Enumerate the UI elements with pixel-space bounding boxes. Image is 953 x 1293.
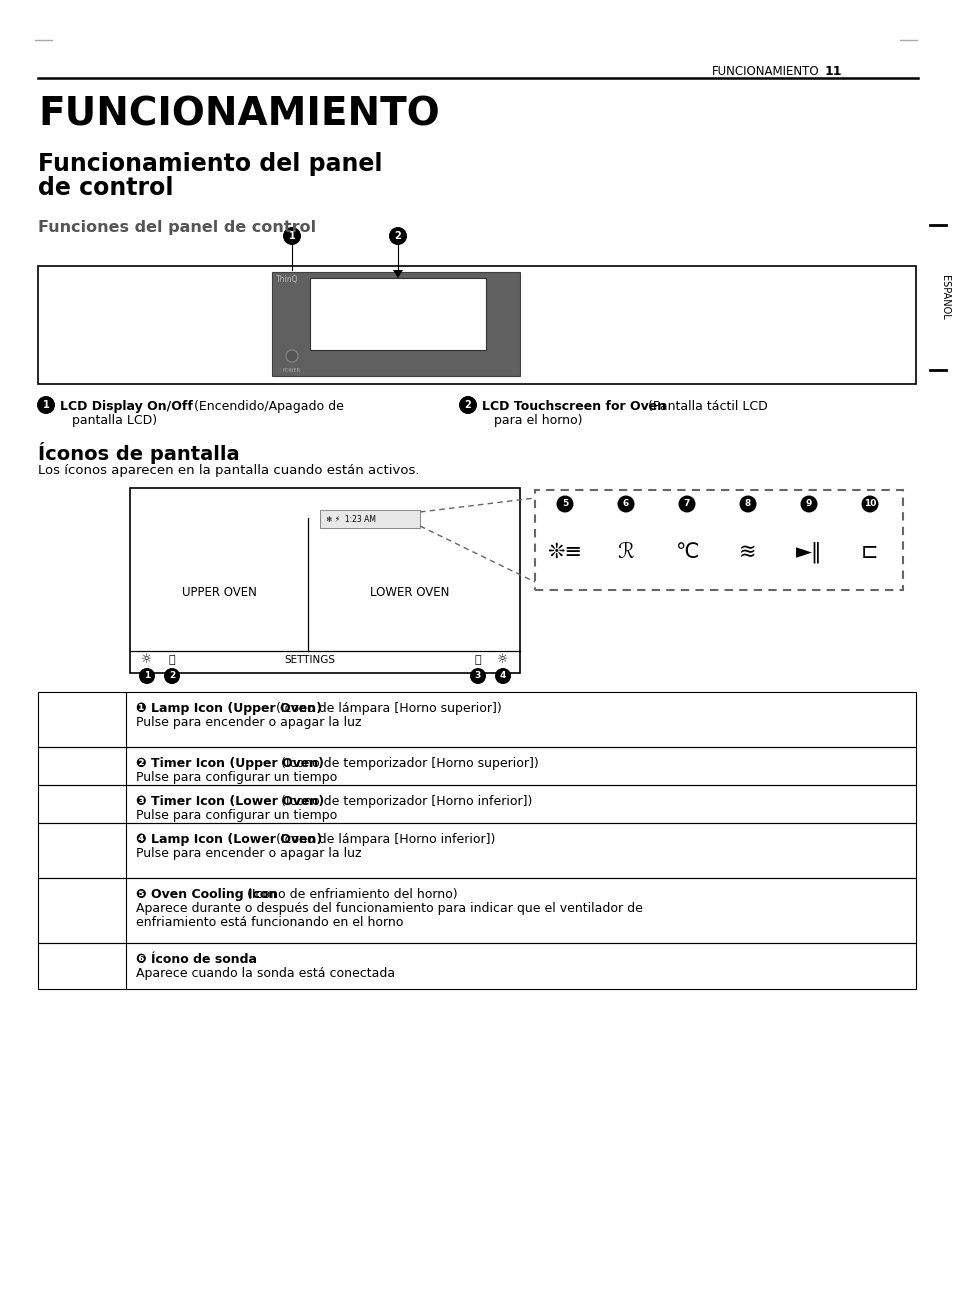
Circle shape [800, 495, 817, 512]
Circle shape [283, 228, 301, 244]
Text: (Icono de temporizador [Horno inferior]): (Icono de temporizador [Horno inferior]) [277, 795, 532, 808]
Text: ≋: ≋ [739, 542, 756, 562]
Text: Funciones del panel de control: Funciones del panel de control [38, 220, 315, 235]
Bar [272, 272, 519, 376]
Text: FUNCIONAMIENTO: FUNCIONAMIENTO [712, 65, 820, 78]
Text: (Icono de lámpara [Horno superior]): (Icono de lámpara [Horno superior]) [272, 702, 501, 715]
Bar [38, 824, 915, 878]
Text: ►‖: ►‖ [795, 542, 821, 562]
Text: (Icono de enfriamiento del horno): (Icono de enfriamiento del horno) [243, 888, 457, 901]
Text: ❄ ⚡  1:23 AM: ❄ ⚡ 1:23 AM [326, 515, 375, 524]
Circle shape [861, 495, 878, 512]
Text: UPPER OVEN: UPPER OVEN [181, 587, 256, 600]
Text: ThinQ: ThinQ [275, 275, 298, 284]
Bar [310, 278, 485, 350]
Text: Pulse para configurar un tiempo: Pulse para configurar un tiempo [136, 809, 337, 822]
Text: (Icono de lámpara [Horno inferior]): (Icono de lámpara [Horno inferior]) [272, 833, 495, 846]
Circle shape [556, 495, 573, 512]
Text: 5: 5 [561, 499, 568, 508]
Text: LOWER OVEN: LOWER OVEN [370, 587, 449, 600]
Circle shape [739, 495, 756, 512]
Circle shape [37, 396, 55, 414]
Bar [38, 943, 915, 989]
Text: ⏰: ⏰ [169, 656, 175, 665]
Bar [130, 487, 519, 672]
Bar [38, 747, 915, 785]
Text: 1: 1 [43, 400, 50, 410]
Text: (Pantalla táctil LCD: (Pantalla táctil LCD [643, 400, 767, 412]
Circle shape [139, 668, 154, 684]
Circle shape [164, 668, 180, 684]
Text: de control: de control [38, 176, 173, 200]
Text: (Encendido/Apagado de: (Encendido/Apagado de [190, 400, 343, 412]
Text: SETTINGS: SETTINGS [284, 656, 335, 665]
Text: 3: 3 [475, 671, 480, 680]
Text: ❶ Lamp Icon (Upper Oven): ❶ Lamp Icon (Upper Oven) [136, 702, 322, 715]
Text: 2: 2 [395, 231, 401, 240]
Text: Aparece durante o después del funcionamiento para indicar que el ventilador de: Aparece durante o después del funcionami… [136, 903, 642, 915]
Text: 2: 2 [464, 400, 471, 410]
Text: ❊≡: ❊≡ [547, 542, 582, 562]
Text: para el horno): para el horno) [494, 414, 582, 427]
Text: ☼: ☼ [497, 653, 508, 666]
Text: Funcionamiento del panel: Funcionamiento del panel [38, 153, 382, 176]
Text: 2: 2 [169, 671, 175, 680]
Text: ❸ Timer Icon (Lower Oven): ❸ Timer Icon (Lower Oven) [136, 795, 324, 808]
Circle shape [286, 350, 297, 362]
Text: 1: 1 [289, 231, 295, 240]
Text: 9: 9 [805, 499, 811, 508]
Text: Pulse para encender o apagar la luz: Pulse para encender o apagar la luz [136, 716, 361, 729]
Text: Pulse para configurar un tiempo: Pulse para configurar un tiempo [136, 771, 337, 784]
Text: ℛ: ℛ [617, 542, 634, 562]
Text: LCD Touchscreen for Oven: LCD Touchscreen for Oven [481, 400, 665, 412]
Bar [38, 878, 915, 943]
Text: ❻ Ícono de sonda: ❻ Ícono de sonda [136, 953, 256, 966]
Text: Aparece cuando la sonda está conectada: Aparece cuando la sonda está conectada [136, 967, 395, 980]
Text: ❺ Oven Cooling Icon: ❺ Oven Cooling Icon [136, 888, 277, 901]
Text: pantalla LCD): pantalla LCD) [71, 414, 157, 427]
Text: Íconos de pantalla: Íconos de pantalla [38, 442, 239, 464]
Text: 4: 4 [499, 671, 506, 680]
Bar [535, 490, 902, 590]
Bar [38, 266, 915, 384]
Text: 11: 11 [824, 65, 841, 78]
Bar [38, 785, 915, 824]
Text: (Icono de temporizador [Horno superior]): (Icono de temporizador [Horno superior]) [277, 756, 538, 771]
Circle shape [495, 668, 511, 684]
Circle shape [617, 495, 634, 512]
Text: 1: 1 [144, 671, 150, 680]
Text: ℃: ℃ [675, 542, 698, 562]
Text: ☼: ☼ [141, 653, 152, 666]
Circle shape [389, 228, 407, 244]
Text: ⊏: ⊏ [861, 542, 878, 562]
Text: Pulse para encender o apagar la luz: Pulse para encender o apagar la luz [136, 847, 361, 860]
Polygon shape [393, 270, 402, 278]
Bar [319, 509, 419, 528]
Circle shape [458, 396, 476, 414]
Text: 8: 8 [744, 499, 750, 508]
Text: LCD Display On/Off: LCD Display On/Off [60, 400, 193, 412]
Text: POWER: POWER [283, 369, 301, 372]
Text: 6: 6 [622, 499, 628, 508]
Text: Los íconos aparecen en la pantalla cuando están activos.: Los íconos aparecen en la pantalla cuand… [38, 464, 419, 477]
Text: 7: 7 [683, 499, 689, 508]
Text: ❹ Lamp Icon (Lower Oven): ❹ Lamp Icon (Lower Oven) [136, 833, 322, 846]
Text: ❷ Timer Icon (Upper Oven): ❷ Timer Icon (Upper Oven) [136, 756, 324, 771]
Text: 10: 10 [862, 499, 875, 508]
Text: ESPAÑOL: ESPAÑOL [939, 274, 949, 319]
Text: ⏰: ⏰ [475, 656, 481, 665]
Bar [38, 692, 915, 747]
Circle shape [470, 668, 485, 684]
Text: FUNCIONAMIENTO: FUNCIONAMIENTO [38, 96, 439, 134]
Text: enfriamiento está funcionando en el horno: enfriamiento está funcionando en el horn… [136, 915, 403, 928]
Circle shape [678, 495, 695, 512]
